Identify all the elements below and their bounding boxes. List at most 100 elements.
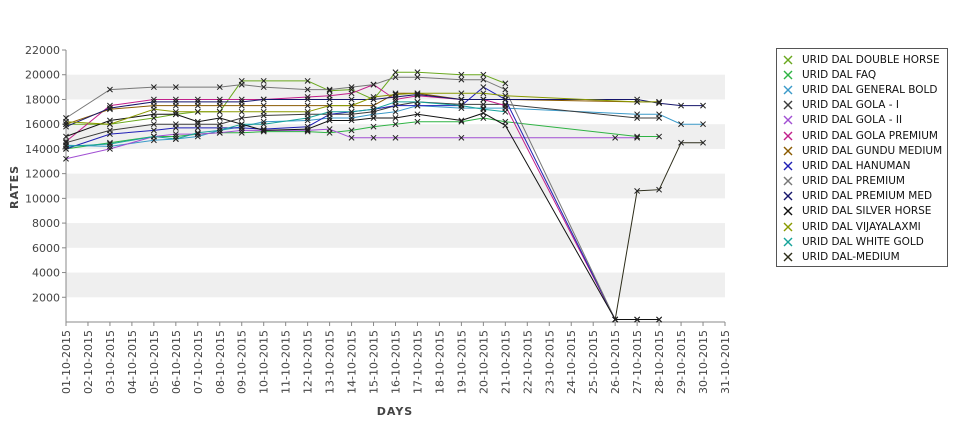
data-point-stroke bbox=[480, 90, 487, 97]
data-point bbox=[634, 115, 641, 121]
data-point bbox=[392, 98, 399, 105]
data-point-stroke bbox=[194, 124, 201, 131]
data-point-stroke bbox=[480, 96, 487, 103]
legend-item: URID DAL SILVER HORSE bbox=[777, 204, 947, 219]
data-point bbox=[700, 121, 706, 128]
data-point bbox=[63, 123, 69, 130]
data-point-stroke bbox=[238, 108, 245, 115]
data-point-stroke bbox=[150, 84, 157, 91]
data-point bbox=[150, 106, 157, 113]
data-point-stroke bbox=[260, 127, 267, 134]
data-point-stroke bbox=[260, 84, 267, 91]
data-point bbox=[63, 145, 69, 152]
legend-marker-icon bbox=[782, 54, 794, 66]
data-point bbox=[172, 98, 179, 105]
data-point bbox=[326, 117, 333, 124]
data-point-stroke bbox=[172, 84, 179, 91]
data-point-stroke bbox=[370, 106, 377, 113]
data-point-stroke bbox=[194, 96, 201, 103]
data-point-stroke bbox=[172, 96, 179, 103]
legend-item: URID DAL DOUBLE HORSE bbox=[777, 52, 947, 67]
data-point bbox=[392, 121, 399, 128]
data-point bbox=[194, 129, 201, 136]
data-point bbox=[260, 118, 267, 125]
data-point bbox=[656, 100, 663, 107]
data-point bbox=[348, 117, 355, 124]
data-point bbox=[458, 134, 465, 141]
data-point bbox=[260, 126, 267, 133]
data-point-stroke bbox=[150, 98, 157, 105]
data-point bbox=[392, 96, 399, 103]
data-point bbox=[304, 96, 311, 103]
y-tick-label: 16000 bbox=[25, 118, 60, 131]
x-tick-label: 06-10-2015 bbox=[170, 330, 183, 394]
data-point bbox=[634, 316, 641, 323]
data-point bbox=[502, 108, 509, 115]
legend-item: URID DAL GUNDU MEDIUM bbox=[777, 143, 947, 158]
data-point bbox=[480, 90, 487, 97]
data-point-stroke bbox=[304, 115, 311, 121]
data-point bbox=[172, 108, 179, 115]
grid-band bbox=[66, 173, 725, 199]
legend-item: URID DAL PREMIUM MED bbox=[777, 189, 947, 204]
data-point-stroke bbox=[392, 74, 399, 81]
legend-label: URID DAL GUNDU MEDIUM bbox=[802, 144, 943, 157]
data-point bbox=[634, 133, 641, 140]
data-point-stroke bbox=[326, 126, 333, 133]
data-point bbox=[348, 108, 355, 115]
data-point bbox=[326, 87, 333, 94]
legend-label: URID DAL PREMIUM bbox=[802, 175, 905, 188]
x-tick-label: 19-10-2015 bbox=[455, 330, 468, 394]
legend-marker-icon bbox=[782, 69, 794, 81]
data-point bbox=[502, 101, 509, 108]
data-point-stroke bbox=[348, 127, 355, 134]
data-point bbox=[370, 108, 377, 115]
data-point-stroke bbox=[370, 123, 377, 130]
data-point-stroke bbox=[348, 96, 355, 103]
legend-item: URID DAL FAQ bbox=[777, 67, 947, 82]
legend-label: URID DAL VIJAYALAXMI bbox=[802, 220, 921, 233]
data-point bbox=[678, 121, 685, 128]
data-point-stroke bbox=[304, 108, 311, 115]
data-point bbox=[238, 108, 245, 115]
data-point-stroke bbox=[238, 115, 245, 121]
x-tick-label: 17-10-2015 bbox=[411, 330, 424, 394]
data-point-stroke bbox=[216, 98, 223, 105]
data-point bbox=[172, 136, 179, 142]
data-point bbox=[216, 124, 223, 131]
data-point bbox=[304, 77, 311, 84]
data-point-stroke bbox=[106, 141, 113, 147]
data-point-stroke bbox=[458, 76, 465, 83]
data-point bbox=[106, 131, 113, 138]
data-point-stroke bbox=[63, 145, 69, 152]
data-point bbox=[348, 111, 355, 118]
data-point bbox=[150, 98, 157, 105]
data-point-stroke bbox=[216, 96, 223, 103]
data-point-stroke bbox=[458, 71, 465, 78]
legend-marker-icon bbox=[782, 236, 794, 248]
data-point bbox=[238, 115, 245, 121]
x-tick-label: 23-10-2015 bbox=[543, 330, 556, 394]
x-tick-label: 04-10-2015 bbox=[126, 330, 139, 394]
x-tick-label: 30-10-2015 bbox=[697, 330, 710, 394]
data-point-stroke bbox=[700, 102, 706, 109]
legend-item: URID DAL GENERAL BOLD bbox=[777, 82, 947, 97]
legend-item: URID DAL GOLA PREMIUM bbox=[777, 128, 947, 143]
data-point-stroke bbox=[612, 134, 619, 141]
data-point bbox=[238, 127, 245, 134]
data-point-stroke bbox=[194, 108, 201, 115]
data-point-stroke bbox=[238, 96, 245, 103]
legend-label: URID DAL DOUBLE HORSE bbox=[802, 53, 940, 66]
data-point-stroke bbox=[414, 91, 421, 98]
legend-item: URID DAL GOLA - II bbox=[777, 113, 947, 128]
x-tick-label: 11-10-2015 bbox=[280, 330, 293, 394]
data-point bbox=[172, 131, 179, 138]
data-point bbox=[458, 90, 465, 97]
y-tick-label: 6000 bbox=[32, 242, 60, 255]
data-point bbox=[392, 115, 399, 121]
legend-item: URID DAL PREMIUM bbox=[777, 174, 947, 189]
data-point bbox=[172, 111, 179, 118]
data-point bbox=[480, 106, 487, 113]
data-point bbox=[502, 102, 509, 109]
data-point bbox=[348, 96, 355, 103]
